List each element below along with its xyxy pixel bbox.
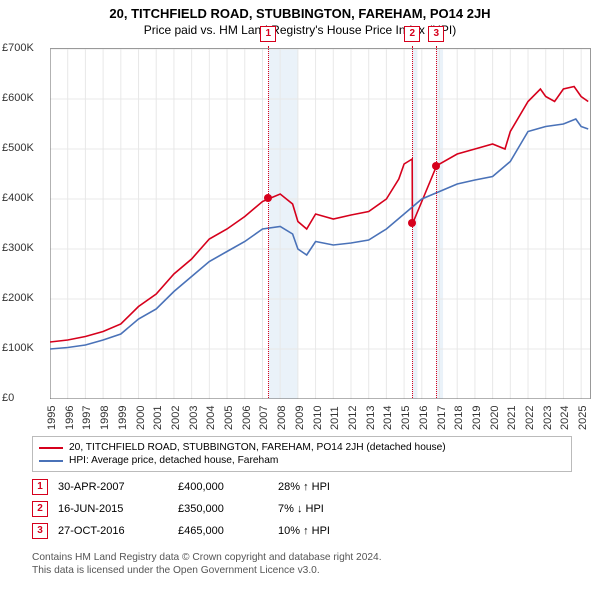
x-tick-label: 1996 [64,406,76,430]
marker-flag-icon: 1 [260,26,276,42]
footer-line: This data is licensed under the Open Gov… [32,565,382,578]
x-tick-label: 2003 [188,406,200,430]
x-tick-label: 2022 [524,406,536,430]
x-tick-label: 2011 [329,406,341,430]
x-tick-label: 2021 [506,406,518,430]
x-tick-label: 2018 [453,406,465,430]
transaction-date: 27-OCT-2016 [58,525,168,537]
x-tick-label: 2002 [170,406,182,430]
legend-item: HPI: Average price, detached house, Fare… [39,454,565,467]
y-tick-label: £200K [2,292,34,304]
footer-line: Contains HM Land Registry data © Crown c… [32,552,382,565]
transaction-row: 3 27-OCT-2016 £465,000 10% ↑ HPI [32,520,572,542]
x-tick-label: 2007 [258,406,270,430]
x-tick-label: 2020 [489,406,501,430]
x-tick-label: 2010 [312,406,324,430]
x-tick-label: 1998 [99,406,111,430]
transaction-row: 2 16-JUN-2015 £350,000 7% ↓ HPI [32,498,572,520]
x-tick-label: 2006 [241,406,253,430]
y-tick-label: £0 [2,392,14,404]
x-tick-label: 2000 [135,406,147,430]
x-tick-label: 2004 [205,406,217,430]
x-tick-label: 2012 [347,406,359,430]
transaction-delta: 28% ↑ HPI [278,481,388,493]
transaction-price: £400,000 [178,481,268,493]
y-tick-label: £400K [2,192,34,204]
y-tick-label: £100K [2,342,34,354]
x-tick-label: 2025 [577,406,589,430]
marker-flag-icon: 2 [404,26,420,42]
transaction-price: £465,000 [178,525,268,537]
transaction-price: £350,000 [178,503,268,515]
y-tick-label: £500K [2,142,34,154]
x-tick-label: 2023 [542,406,554,430]
legend-swatch [39,460,63,462]
x-tick-label: 2014 [382,406,394,430]
legend-label: 20, TITCHFIELD ROAD, STUBBINGTON, FAREHA… [69,442,446,453]
transaction-flag-icon: 1 [32,479,48,495]
legend: 20, TITCHFIELD ROAD, STUBBINGTON, FAREHA… [32,436,572,472]
chart-title: 20, TITCHFIELD ROAD, STUBBINGTON, FAREHA… [0,6,600,21]
x-tick-label: 2017 [436,406,448,430]
x-tick-label: 2005 [223,406,235,430]
marker-vline [436,46,437,398]
legend-swatch [39,447,63,449]
transaction-row: 1 30-APR-2007 £400,000 28% ↑ HPI [32,476,572,498]
marker-dot [432,162,440,170]
x-tick-label: 2013 [365,406,377,430]
x-tick-label: 2009 [294,406,306,430]
chart-svg [50,49,590,399]
transaction-flag-icon: 3 [32,523,48,539]
y-tick-label: £700K [2,42,34,54]
chart-subtitle: Price paid vs. HM Land Registry's House … [0,23,600,37]
chart-plot-area [50,48,591,399]
transaction-date: 30-APR-2007 [58,481,168,493]
x-tick-label: 2015 [400,406,412,430]
transaction-table: 1 30-APR-2007 £400,000 28% ↑ HPI 2 16-JU… [32,476,572,542]
transaction-date: 16-JUN-2015 [58,503,168,515]
x-tick-label: 2008 [276,406,288,430]
transaction-delta: 10% ↑ HPI [278,525,388,537]
transaction-delta: 7% ↓ HPI [278,503,388,515]
y-tick-label: £300K [2,242,34,254]
x-tick-label: 1997 [81,406,93,430]
x-tick-label: 1999 [117,406,129,430]
transaction-flag-icon: 2 [32,501,48,517]
x-tick-label: 1995 [46,406,58,430]
x-tick-label: 2024 [559,406,571,430]
x-tick-label: 2016 [418,406,430,430]
legend-label: HPI: Average price, detached house, Fare… [69,455,278,466]
marker-vline [268,46,269,398]
x-tick-label: 2019 [471,406,483,430]
y-tick-label: £600K [2,92,34,104]
legend-item: 20, TITCHFIELD ROAD, STUBBINGTON, FAREHA… [39,441,565,454]
marker-flag-icon: 3 [428,26,444,42]
x-tick-label: 2001 [152,406,164,430]
footer: Contains HM Land Registry data © Crown c… [32,552,382,578]
